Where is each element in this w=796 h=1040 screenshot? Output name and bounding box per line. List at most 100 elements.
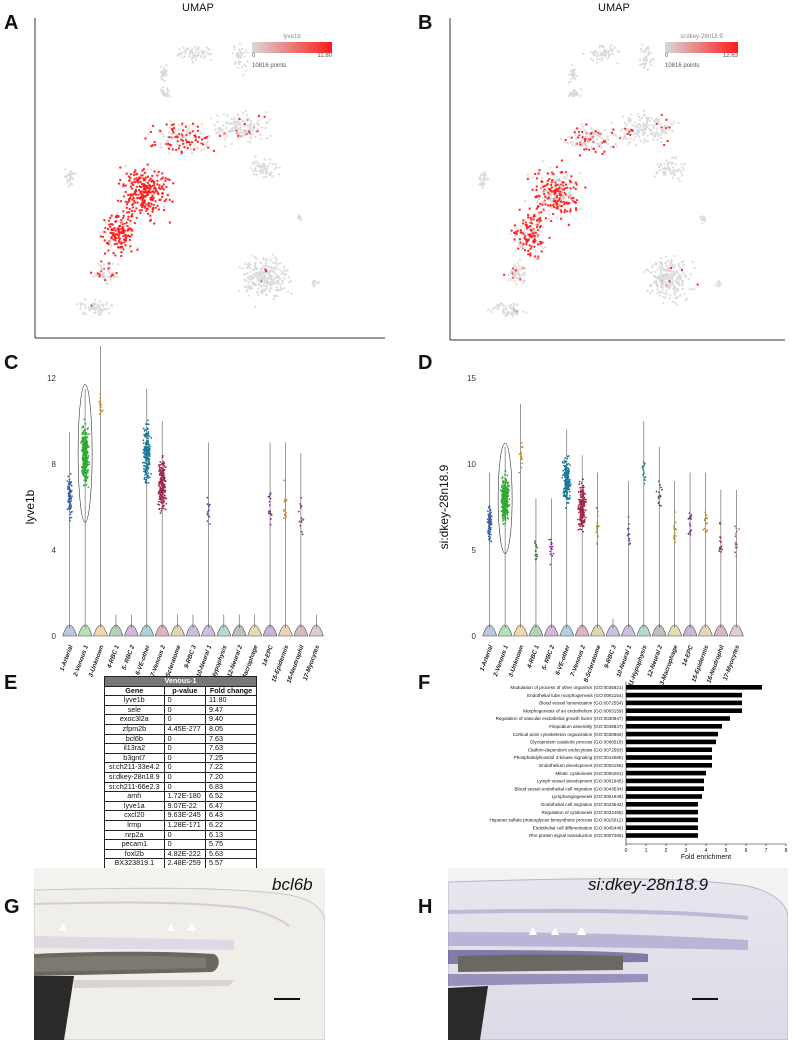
violin-point: [158, 466, 161, 468]
umap-cell: [275, 267, 278, 270]
bar-category-label: Heparan sulfate proteoglycan biosyntheti…: [489, 818, 623, 823]
umap-cell: [243, 51, 246, 54]
umap-cell: [151, 174, 154, 178]
umap-cell: [677, 177, 680, 180]
umap-cell: [265, 172, 268, 175]
umap-cell: [599, 143, 603, 146]
umap-cell: [130, 209, 133, 213]
umap-cell: [654, 262, 657, 265]
violin-category-label: 3-Unknown: [87, 644, 105, 678]
umap-cell: [548, 236, 551, 240]
umap-cell: [562, 200, 566, 204]
violin-point: [580, 489, 582, 492]
umap-cell: [252, 276, 255, 280]
violin-point: [504, 521, 507, 524]
umap-cell: [170, 140, 173, 143]
umap-cell: [558, 183, 561, 186]
violin-point: [704, 517, 707, 520]
umap-cell: [529, 252, 532, 255]
umap-cell: [566, 173, 569, 176]
umap-cell: [166, 139, 169, 142]
violin-point: [549, 553, 552, 556]
umap-cell: [567, 135, 570, 139]
umap-cell: [181, 122, 184, 126]
umap-cell: [484, 176, 487, 180]
violin-point: [503, 514, 505, 516]
violin-point: [501, 484, 503, 486]
violin-point: [66, 480, 69, 482]
umap-cell: [570, 77, 573, 81]
umap-cell: [201, 50, 204, 53]
violin-point: [83, 471, 86, 473]
table-cell-fold: 5.57: [205, 858, 257, 869]
violin-point: [642, 469, 645, 471]
umap-cell: [671, 300, 674, 303]
umap-cell: [569, 187, 572, 190]
umap-cell: [539, 186, 542, 189]
umap-cell: [523, 249, 527, 252]
violin-point: [503, 484, 506, 486]
umap-cell: [524, 311, 528, 314]
umap-cell: [574, 207, 578, 210]
violin-point: [283, 479, 286, 482]
umap-cell: [653, 120, 656, 123]
umap-cell: [670, 172, 673, 175]
umap-cell: [191, 61, 194, 64]
umap-cell: [668, 280, 671, 283]
umap-cell: [699, 216, 702, 219]
violin-point: [596, 524, 599, 527]
umap-cell: [535, 225, 539, 229]
umap-cell: [659, 257, 663, 260]
umap-plot-b: [449, 18, 785, 341]
umap-cell: [238, 53, 242, 56]
violin-point: [658, 497, 660, 500]
umap-cell: [664, 291, 667, 295]
umap-cell: [233, 120, 236, 124]
umap-cell: [642, 109, 646, 113]
umap-cell: [124, 238, 128, 242]
violin-point: [703, 527, 706, 530]
umap-cell: [665, 285, 668, 288]
umap-cell: [597, 142, 600, 146]
violin-point: [163, 507, 165, 510]
violin-point: [145, 428, 148, 431]
umap-cell: [180, 133, 184, 136]
umap-cell: [571, 71, 574, 75]
umap-cell: [258, 280, 261, 283]
umap-cell: [256, 128, 259, 131]
violin-ytick-label: 4: [52, 546, 57, 555]
umap-cell: [531, 220, 534, 223]
umap-cell: [119, 166, 122, 169]
umap-cell: [583, 142, 587, 146]
umap-cell: [643, 113, 646, 117]
umap-cell: [671, 176, 674, 179]
umap-cell: [122, 183, 125, 186]
umap-cell: [673, 285, 676, 288]
violin-point: [581, 514, 584, 517]
umap-cell: [574, 128, 577, 132]
violin-point: [142, 461, 144, 464]
umap-cell: [519, 241, 522, 244]
violin-point: [501, 488, 504, 490]
umap-cell: [126, 218, 130, 221]
umap-cell: [188, 134, 191, 137]
violin-point: [503, 502, 506, 505]
enrichment-bar: [626, 716, 730, 721]
umap-cell: [612, 145, 615, 149]
violin-point: [583, 504, 586, 506]
legend-points-a: 10816 points: [252, 63, 287, 69]
violin-point: [583, 518, 586, 521]
violin-point: [550, 538, 552, 541]
umap-cell: [124, 184, 127, 187]
umap-cell: [509, 303, 513, 306]
umap-cell: [664, 166, 668, 170]
violin-point: [564, 457, 566, 459]
umap-cell: [549, 191, 552, 195]
umap-cell: [595, 55, 598, 58]
violin-point: [86, 443, 89, 446]
umap-cell: [266, 165, 270, 168]
violin-point: [147, 481, 150, 484]
violin-point: [159, 477, 162, 480]
table-cell-gene: amh: [104, 791, 165, 802]
umap-cell: [255, 267, 259, 271]
